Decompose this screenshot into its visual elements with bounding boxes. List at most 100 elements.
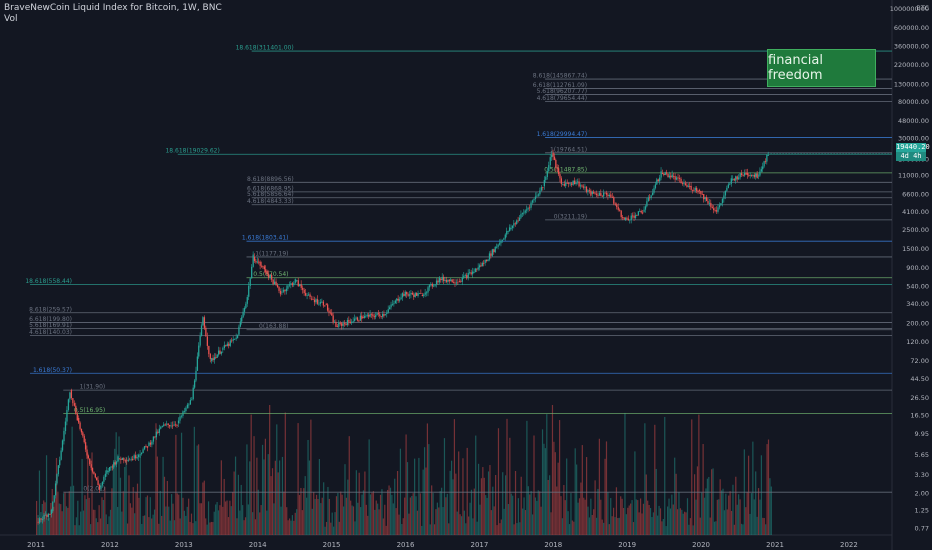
candle-body [720,203,722,206]
volume-bar [533,435,535,535]
volume-bar [50,502,52,535]
candle-body [390,304,392,308]
volume-bar [500,519,502,535]
price-axis [892,0,932,550]
volume-bar [462,458,464,535]
volume-bar [759,499,761,535]
candle-body [636,215,638,216]
volume-bar [75,517,77,535]
candle-body [622,217,624,218]
candle-body [483,262,485,264]
candle-body [414,293,416,297]
candle-body [284,289,286,292]
volume-bar [489,465,491,535]
candle-body [52,501,54,512]
volume-bar [634,451,636,535]
volume-bar [512,495,514,535]
volume-bar [260,505,262,535]
candle-body [368,314,370,317]
y-tick-label-25: 3.30 [915,471,929,479]
candle-body [579,185,582,187]
volume-bar [158,523,160,535]
volume-bar [705,488,707,535]
volume-bar [284,412,286,535]
volume-bar [375,500,377,535]
candle-body [507,231,509,232]
volume-bar [94,509,96,535]
volume-bar [277,472,279,535]
candle-body [711,206,713,209]
volume-bar [499,523,501,535]
volume-bar [55,457,58,535]
candle-body [345,323,347,326]
candle-body [646,201,648,207]
candle-body [614,203,616,205]
y-tick-label-13: 1500.00 [902,245,929,253]
candle-body [686,185,688,187]
fib-level-label-5: 1.618(29994.47) [537,131,588,138]
candle-body [717,207,719,212]
volume-bar [732,484,734,535]
candle-body [732,178,734,180]
candle-body [604,192,606,194]
candle-body [290,283,292,285]
candle-body [307,294,310,296]
volume-bar [188,498,190,535]
volume-bar [698,414,700,535]
candle-body [447,279,449,282]
candle-body [603,192,605,197]
candle-body [271,275,273,280]
candle-body [721,198,724,204]
candle-body [310,298,313,300]
y-tick-label-24: 5.65 [915,451,929,459]
volume-bar [276,424,278,535]
candle-body [398,299,401,301]
candle-body [120,458,122,461]
x-tick-label-2013: 2013 [175,541,193,549]
volume-bar [578,498,581,535]
candle-body [649,197,651,199]
volume-bar [618,517,620,535]
candle-body [269,275,271,278]
volume-bar [639,498,642,535]
fib-level-label-1: 8.618(145867.74) [533,73,587,80]
volume-bar [595,517,598,535]
volume-bar [587,506,589,535]
candle-body [508,227,511,232]
candle-body [633,215,635,218]
volume-bar [711,469,713,535]
volume-bar [507,504,510,535]
fib-level-label-13: 0(3211.19) [554,213,587,220]
y-tick-label-20: 44.50 [910,375,929,383]
y-tick-label-4: 130000.00 [894,80,929,88]
candle-body [171,425,174,427]
candle-body [741,173,743,175]
y-tick-label-22: 16.50 [910,411,929,419]
candle-body [641,212,644,214]
volume-bar [426,423,429,535]
candle-body [185,407,187,412]
volume-bar [313,492,315,535]
volume-bar [300,487,302,535]
x-tick-label-2016: 2016 [397,541,415,549]
volume-bar [621,498,623,535]
volume-bar [611,516,613,535]
volume-bar [770,486,772,535]
volume-bar [122,491,124,535]
volume-bar [156,456,158,535]
volume-bar [203,480,205,535]
candle-body [215,357,217,359]
volume-bar [473,488,475,535]
volume-bar [384,504,386,535]
volume-bar [162,456,164,535]
candle-body [316,299,319,304]
volume-bar [48,517,50,535]
candle-body [481,262,484,267]
candle-body [562,183,564,185]
volume-bar [246,444,248,535]
volume-bar [746,491,748,535]
volume-bar [460,516,463,535]
volume-bar [261,444,264,535]
candle-body [424,292,426,295]
